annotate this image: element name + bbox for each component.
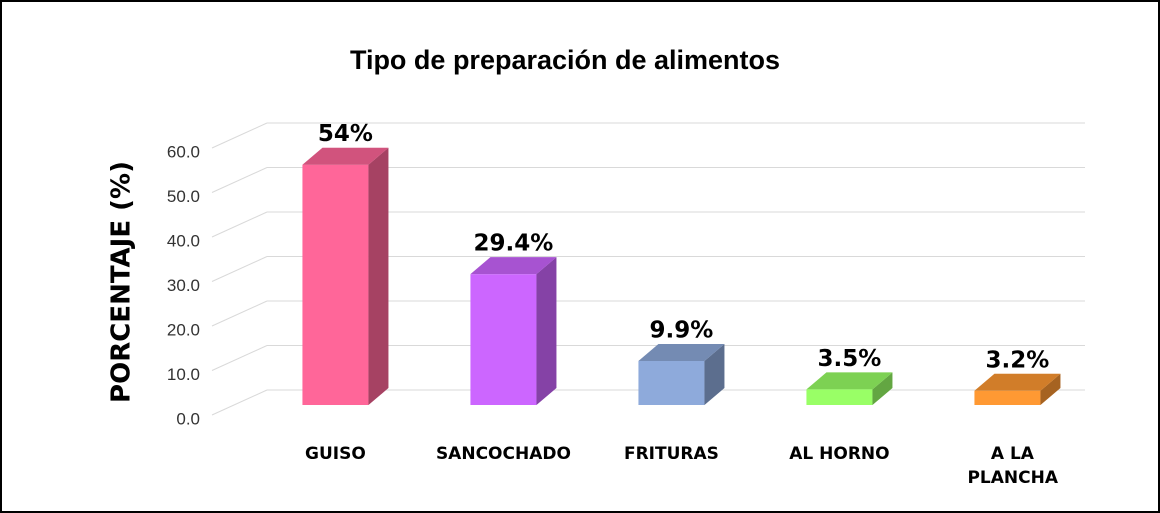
value-label: 54% xyxy=(318,121,373,147)
side-grid-line xyxy=(211,256,268,282)
side-grid-line xyxy=(211,300,268,327)
bar xyxy=(470,274,537,405)
side-grid-line xyxy=(211,167,268,193)
bar-top-shade xyxy=(302,147,389,165)
bar-top-shade xyxy=(638,343,725,361)
y-tick-label: 0.0 xyxy=(176,409,200,428)
bar-side-shade xyxy=(368,147,389,405)
bar-side-shade xyxy=(704,343,725,405)
bar-side-shade xyxy=(1040,373,1061,405)
bar-side-shade xyxy=(872,372,893,405)
side-grid-line xyxy=(211,122,268,149)
y-tick-label: 10.0 xyxy=(167,365,200,384)
y-tick-label: 30.0 xyxy=(167,276,200,295)
bar-side xyxy=(1040,373,1061,405)
bar-top-shade xyxy=(470,257,557,275)
bar-side xyxy=(536,257,557,405)
x-tick-label: FRITURAS xyxy=(623,444,719,464)
side-grid-line xyxy=(211,389,268,416)
y-tick-label: 50.0 xyxy=(167,187,200,206)
bar-side xyxy=(368,147,389,405)
x-tick-label: SANCOCHADO xyxy=(435,444,571,464)
y-tick-label: 60.0 xyxy=(167,142,200,161)
bar-top xyxy=(638,343,725,361)
bar-top xyxy=(806,372,893,390)
bar-top-shade xyxy=(806,372,893,390)
value-label: 3.5% xyxy=(818,346,882,372)
bar-side xyxy=(872,372,893,405)
side-grid-line xyxy=(211,345,268,371)
y-tick-label: 40.0 xyxy=(167,231,200,250)
y-axis-label: PORCENTAJE (%) xyxy=(107,161,137,403)
chart-title: Tipo de preparación de alimentos xyxy=(350,45,780,75)
value-label: 3.2% xyxy=(986,347,1050,373)
bar xyxy=(302,164,369,405)
bar-top xyxy=(974,373,1061,391)
value-label: 29.4% xyxy=(474,231,554,257)
bar-top-shade xyxy=(974,373,1061,391)
bar xyxy=(806,389,873,405)
y-tick-label: 20.0 xyxy=(167,320,200,339)
bar-side xyxy=(704,343,725,405)
bar-side-shade xyxy=(536,257,557,405)
bar xyxy=(638,360,705,405)
side-grid-line xyxy=(211,211,268,238)
x-tick-label: AL HORNO xyxy=(789,444,890,464)
bar-top xyxy=(470,257,557,275)
value-label: 9.9% xyxy=(650,317,714,343)
bar-top xyxy=(302,147,389,165)
bar xyxy=(974,390,1041,405)
x-tick-label: A LA PLANCHA xyxy=(967,444,1058,488)
x-tick-label: GUISO xyxy=(305,444,366,464)
